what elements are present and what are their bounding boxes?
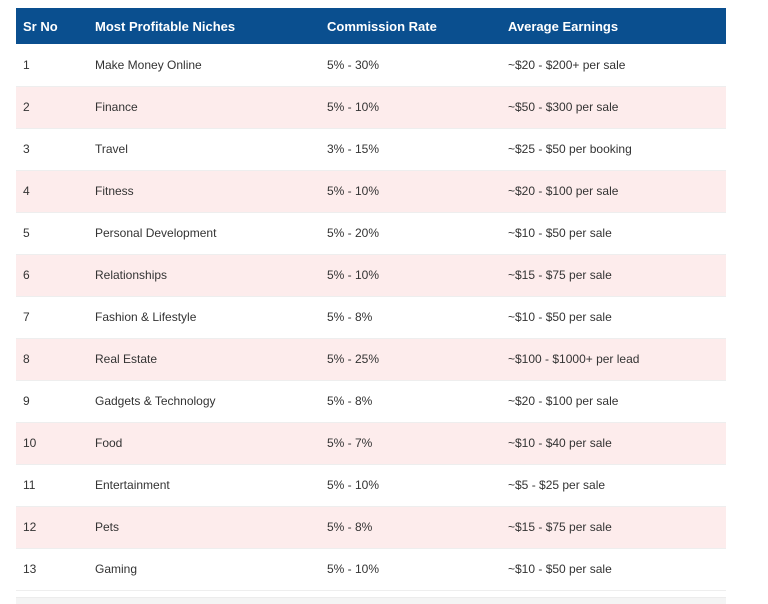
cell-commission: 5% - 20% — [327, 226, 380, 240]
cell-commission: 5% - 8% — [327, 394, 373, 408]
cell-commission: 5% - 25% — [327, 352, 380, 366]
header-niche: Most Profitable Niches — [95, 18, 236, 34]
table-row: 12 Pets 5% - 8% ~$15 - $75 per sale — [16, 506, 726, 548]
cell-sr-no: 10 — [23, 436, 37, 450]
cell-earnings: ~$25 - $50 per booking — [508, 142, 632, 156]
cell-sr-no: 4 — [23, 184, 30, 198]
cell-sr-no: 5 — [23, 226, 30, 240]
cell-niche: Food — [95, 436, 123, 450]
cell-earnings: ~$15 - $75 per sale — [508, 520, 612, 534]
cell-commission: 5% - 10% — [327, 562, 380, 576]
cell-niche: Fitness — [95, 184, 134, 198]
header-row: Sr No Most Profitable Niches Commission … — [16, 8, 726, 44]
cell-commission: 3% - 15% — [327, 142, 380, 156]
cell-niche: Personal Development — [95, 226, 217, 240]
cell-commission: 5% - 10% — [327, 184, 380, 198]
cell-niche: Make Money Online — [95, 57, 202, 72]
cell-commission: 5% - 8% — [327, 520, 373, 534]
cell-niche: Gadgets & Technology — [95, 394, 216, 408]
header-average-earnings: Average Earnings — [508, 18, 619, 34]
table-row: 5 Personal Development 5% - 20% ~$10 - $… — [16, 212, 726, 254]
next-row-edge — [16, 597, 726, 604]
cell-niche: Travel — [95, 142, 128, 156]
cell-earnings: ~$15 - $75 per sale — [508, 268, 612, 282]
cell-sr-no: 2 — [23, 100, 30, 114]
cell-sr-no: 9 — [23, 394, 30, 408]
cell-earnings: ~$20 - $200+ per sale — [508, 57, 626, 72]
cell-sr-no: 1 — [23, 57, 30, 72]
table-body: 1 Make Money Online 5% - 30% ~$20 - $200… — [16, 44, 726, 590]
cell-sr-no: 7 — [23, 310, 30, 324]
cell-earnings: ~$10 - $40 per sale — [508, 436, 612, 450]
cell-earnings: ~$20 - $100 per sale — [508, 184, 619, 198]
table-header: Sr No Most Profitable Niches Commission … — [16, 8, 726, 44]
table-row: 9 Gadgets & Technology 5% - 8% ~$20 - $1… — [16, 380, 726, 422]
cell-commission: 5% - 7% — [327, 436, 373, 450]
table-row: 8 Real Estate 5% - 25% ~$100 - $1000+ pe… — [16, 338, 726, 380]
cell-commission: 5% - 30% — [327, 57, 380, 72]
cell-earnings: ~$10 - $50 per sale — [508, 310, 612, 324]
cell-earnings: ~$100 - $1000+ per lead — [508, 352, 640, 366]
cell-sr-no: 8 — [23, 352, 30, 366]
cell-earnings: ~$20 - $100 per sale — [508, 394, 619, 408]
cell-niche: Entertainment — [95, 478, 170, 492]
cell-commission: 5% - 10% — [327, 478, 380, 492]
cell-earnings: ~$50 - $300 per sale — [508, 100, 619, 114]
cell-commission: 5% - 10% — [327, 100, 380, 114]
table-row: 10 Food 5% - 7% ~$10 - $40 per sale — [16, 422, 726, 464]
cell-niche: Fashion & Lifestyle — [95, 310, 197, 324]
table-row: 3 Travel 3% - 15% ~$25 - $50 per booking — [16, 128, 726, 170]
table-row: 4 Fitness 5% - 10% ~$20 - $100 per sale — [16, 170, 726, 212]
table-row: 7 Fashion & Lifestyle 5% - 8% ~$10 - $50… — [16, 296, 726, 338]
table-row: 11 Entertainment 5% - 10% ~$5 - $25 per … — [16, 464, 726, 506]
cell-niche: Real Estate — [95, 352, 158, 366]
cell-niche: Pets — [95, 520, 120, 534]
cell-earnings: ~$10 - $50 per sale — [508, 226, 612, 240]
header-commission-rate: Commission Rate — [327, 18, 437, 34]
table-row: 6 Relationships 5% - 10% ~$15 - $75 per … — [16, 254, 726, 296]
cell-commission: 5% - 8% — [327, 310, 373, 324]
cell-sr-no: 11 — [23, 478, 36, 492]
cell-commission: 5% - 10% — [327, 268, 380, 282]
cell-earnings: ~$10 - $50 per sale — [508, 562, 612, 576]
table-row: 13 Gaming 5% - 10% ~$10 - $50 per sale — [16, 548, 726, 590]
cell-niche: Relationships — [95, 268, 168, 282]
niches-table-container: Sr No Most Profitable Niches Commission … — [16, 8, 726, 591]
table-row: 1 Make Money Online 5% - 30% ~$20 - $200… — [16, 44, 726, 86]
table-row: 2 Finance 5% - 10% ~$50 - $300 per sale — [16, 86, 726, 128]
cell-niche: Gaming — [95, 562, 138, 576]
cell-sr-no: 13 — [23, 562, 37, 576]
cell-sr-no: 3 — [23, 142, 30, 156]
niches-table: Sr No Most Profitable Niches Commission … — [16, 8, 726, 591]
cell-sr-no: 6 — [23, 268, 30, 282]
cell-earnings: ~$5 - $25 per sale — [508, 478, 606, 492]
header-sr-no: Sr No — [23, 18, 58, 34]
cell-sr-no: 12 — [23, 520, 37, 534]
cell-niche: Finance — [95, 100, 138, 114]
